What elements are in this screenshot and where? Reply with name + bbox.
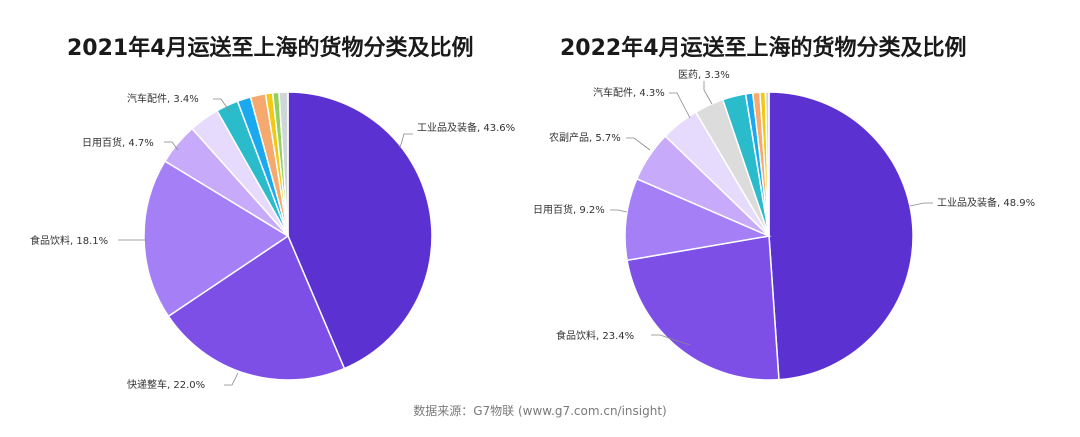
- pie-slice-0-2: [143, 160, 290, 318]
- slice-label-0-4: 汽车配件, 3.4%: [127, 92, 199, 105]
- slice-label-0-3: 日用百货, 4.7%: [82, 136, 154, 149]
- data-source-note: 数据来源：G7物联 (www.g7.com.cn/insight): [413, 404, 667, 418]
- slice-label-1-2: 日用百货, 9.2%: [533, 203, 605, 216]
- slice-label-1-1: 食品饮料, 23.4%: [556, 329, 634, 342]
- leader-line-0-1: [224, 372, 239, 386]
- slice-label-1-0: 工业品及装备, 48.9%: [937, 196, 1035, 209]
- pie-slice-1-2: [624, 177, 772, 262]
- leader-line-0-3: [164, 141, 179, 151]
- slice-label-0-1: 快递整车, 22.0%: [127, 378, 205, 391]
- leader-line-1-1: [651, 334, 691, 346]
- pie-slice-0-1: [167, 234, 346, 381]
- leader-line-1-4: [669, 92, 691, 119]
- pie-slice-1-1: [626, 235, 780, 381]
- leader-line-0-0: [399, 133, 413, 149]
- pie-slice-1-0: [768, 91, 914, 381]
- chart-title-2022: 2022年4月运送至上海的货物分类及比例: [560, 36, 967, 61]
- leader-line-0-4: [213, 98, 231, 113]
- leader-line-1-0: [909, 202, 933, 207]
- leader-line-1-5: [703, 81, 713, 105]
- slice-label-1-4: 汽车配件, 4.3%: [593, 86, 665, 99]
- slice-label-1-5: 医药, 3.3%: [678, 69, 730, 81]
- pie-slice-0-0: [287, 91, 433, 370]
- slice-label-0-2: 食品饮料, 18.1%: [30, 234, 108, 247]
- pie-slice-0-10: [278, 91, 289, 237]
- chart-title-2021: 2021年4月运送至上海的货物分类及比例: [67, 36, 474, 61]
- slice-label-0-0: 工业品及装备, 43.6%: [417, 121, 515, 134]
- pie-slice-1-10: [764, 91, 770, 237]
- slice-label-1-3: 农副产品, 5.7%: [549, 131, 621, 144]
- leader-line-1-2: [610, 209, 628, 213]
- leader-line-1-3: [626, 137, 651, 151]
